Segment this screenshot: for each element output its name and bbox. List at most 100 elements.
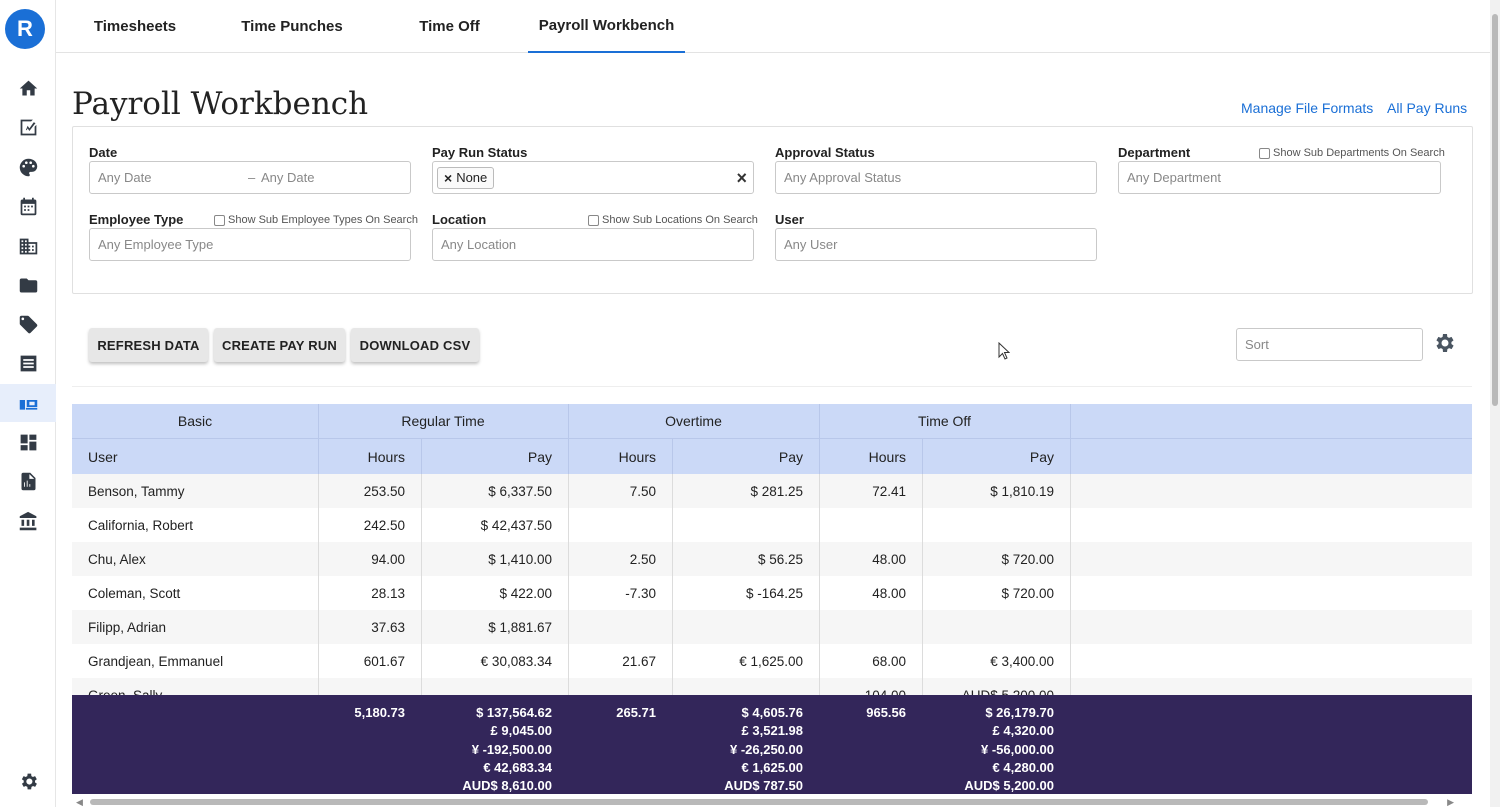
user-label: User: [775, 212, 804, 227]
total-timeoff-hours: 965.56: [866, 705, 906, 720]
group-regular-time: Regular Time: [401, 413, 485, 429]
sub-employee-types-checkbox[interactable]: Show Sub Employee Types On Search: [214, 214, 418, 226]
cell-user: Benson, Tammy: [88, 483, 185, 499]
calendar-icon[interactable]: [0, 187, 56, 225]
group-time-off: Time Off: [918, 413, 971, 429]
pay-run-status-select[interactable]: × None ×: [432, 161, 754, 194]
date-label: Date: [89, 145, 118, 160]
refresh-data-button[interactable]: REFRESH DATA: [89, 328, 208, 362]
payroll-icon[interactable]: [0, 384, 56, 422]
scroll-left-arrow-icon[interactable]: ◀: [76, 797, 83, 807]
location-select[interactable]: Any Location: [432, 228, 754, 261]
col-regular-pay[interactable]: Pay: [527, 448, 552, 465]
table-row[interactable]: Grandjean, Emmanuel 601.67 € 30,083.34 21.6…: [72, 644, 1472, 678]
date-to-input[interactable]: Any Date: [261, 170, 315, 185]
cell-overtime-hours: -7.30: [625, 585, 656, 601]
sub-departments-checkbox[interactable]: Show Sub Departments On Search: [1259, 147, 1445, 159]
horizontal-scrollbar-thumb[interactable]: [90, 799, 1428, 805]
list-document-icon[interactable]: [0, 344, 56, 382]
cell-user: Chu, Alex: [88, 551, 146, 567]
table-row[interactable]: Benson, Tammy 253.50 $ 6,337.50 7.50 $ 281.2…: [72, 474, 1472, 508]
sub-employee-types-text: Show Sub Employee Types On Search: [228, 214, 418, 226]
table-row[interactable]: California, Robert 242.50 $ 42,437.50: [72, 508, 1472, 542]
checkbox-box[interactable]: [214, 214, 225, 226]
all-pay-runs-link[interactable]: All Pay Runs: [1387, 100, 1468, 116]
cell-overtime-pay: $ 281.25: [750, 483, 803, 499]
edit-chart-icon[interactable]: [0, 108, 56, 146]
department-select[interactable]: Any Department: [1118, 161, 1441, 194]
cell-timeoff-pay: $ 1,810.19: [990, 483, 1054, 499]
cell-regular-hours: 28.13: [371, 585, 405, 601]
total-value: £ 3,521.98: [741, 723, 803, 739]
report-icon[interactable]: [0, 462, 56, 500]
tab-time-punches[interactable]: Time Punches: [241, 18, 343, 35]
bank-icon[interactable]: [0, 502, 56, 540]
approval-status-select[interactable]: Any Approval Status: [775, 161, 1097, 194]
create-pay-run-button[interactable]: CREATE PAY RUN: [214, 328, 345, 362]
table-row[interactable]: Chu, Alex 94.00 $ 1,410.00 2.50 $ 56.25 48.00…: [72, 542, 1472, 576]
col-timeoff-pay[interactable]: Pay: [1029, 448, 1054, 465]
sub-locations-checkbox[interactable]: Show Sub Locations On Search: [588, 214, 758, 226]
sort-input[interactable]: Sort: [1236, 328, 1423, 361]
cell-timeoff-pay: $ 720.00: [1001, 585, 1054, 601]
col-regular-hours[interactable]: Hours: [367, 448, 405, 465]
filter-panel: Date Any Date – Any Date Pay Run Status …: [72, 126, 1473, 294]
horizontal-scrollbar[interactable]: ◀ ▶: [72, 796, 1472, 807]
palette-icon[interactable]: [0, 148, 56, 186]
top-tabs: Timesheets Time Punches Time Off Payroll…: [56, 0, 1490, 53]
dashboard-icon[interactable]: [0, 423, 56, 461]
chip-remove-icon[interactable]: ×: [444, 169, 453, 186]
cell-overtime-hours: 7.50: [629, 483, 656, 499]
scroll-right-arrow-icon[interactable]: ▶: [1447, 797, 1454, 807]
date-from-input[interactable]: Any Date: [98, 170, 152, 185]
table-row[interactable]: Coleman, Scott 28.13 $ 422.00 -7.30 $ -164.2…: [72, 576, 1472, 610]
cell-overtime-hours: 21.67: [622, 653, 656, 669]
cell-regular-hours: 37.63: [371, 619, 405, 635]
total-value: € 1,625.00: [741, 759, 803, 775]
tab-time-off[interactable]: Time Off: [419, 18, 480, 35]
cell-overtime-pay: $ 56.25: [757, 551, 803, 567]
cell-timeoff-hours: [819, 610, 922, 644]
price-tag-icon[interactable]: [0, 305, 56, 343]
vertical-scrollbar-thumb[interactable]: [1492, 14, 1498, 406]
download-csv-button[interactable]: DOWNLOAD CSV: [351, 328, 479, 362]
folder-icon[interactable]: [0, 266, 56, 304]
page-title: Payroll Workbench: [72, 86, 369, 122]
cell-timeoff-pay: € 3,400.00: [990, 653, 1054, 669]
building-icon[interactable]: [0, 227, 56, 265]
total-value: ¥ -26,250.00: [729, 741, 803, 757]
col-overtime-hours[interactable]: Hours: [618, 448, 656, 465]
cell-regular-pay: $ 6,337.50: [488, 483, 552, 499]
cell-timeoff-hours: 72.41: [872, 483, 906, 499]
date-range-field[interactable]: Any Date – Any Date: [89, 161, 411, 194]
col-user[interactable]: User: [88, 448, 118, 465]
checkbox-box[interactable]: [588, 214, 599, 226]
tab-timesheets[interactable]: Timesheets: [93, 18, 177, 35]
checkbox-box[interactable]: [1259, 147, 1270, 159]
cell-overtime-pay: [672, 508, 819, 542]
status-chip-none[interactable]: × None: [437, 166, 495, 189]
settings-gear-icon[interactable]: [0, 762, 56, 800]
manage-file-formats-link[interactable]: Manage File Formats: [1241, 100, 1374, 116]
total-value: $ 26,179.70: [985, 705, 1054, 720]
table-settings-gear-icon[interactable]: [1432, 331, 1456, 355]
total-overtime-pay: $ 4,605.76 £ 3,521.98 ¥ -26,250.00 € 1,6…: [672, 704, 803, 794]
cell-regular-pay: $ 1,881.67: [488, 619, 552, 635]
employee-type-select[interactable]: Any Employee Type: [89, 228, 411, 261]
mouse-cursor-icon: [998, 341, 1011, 360]
app-logo[interactable]: R: [5, 9, 45, 49]
user-select[interactable]: Any User: [775, 228, 1097, 261]
cell-overtime-pay: € 1,625.00: [739, 653, 803, 669]
col-timeoff-hours[interactable]: Hours: [868, 448, 906, 465]
vertical-scrollbar[interactable]: [1490, 0, 1500, 807]
clear-selection-icon[interactable]: ×: [736, 168, 747, 188]
total-regular-pay: $ 137,564.62 £ 9,045.00 ¥ -192,500.00 € …: [421, 704, 552, 794]
total-overtime-hours: 265.71: [616, 705, 656, 720]
cell-timeoff-pay: [922, 610, 1070, 644]
total-value: ¥ -192,500.00: [471, 741, 552, 757]
col-overtime-pay[interactable]: Pay: [778, 448, 803, 465]
home-icon[interactable]: [0, 69, 56, 107]
cell-user: California, Robert: [88, 517, 194, 533]
table-row[interactable]: Filipp, Adrian 37.63 $ 1,881.67: [72, 610, 1472, 644]
tab-payroll-workbench[interactable]: Payroll Workbench: [528, 0, 685, 53]
